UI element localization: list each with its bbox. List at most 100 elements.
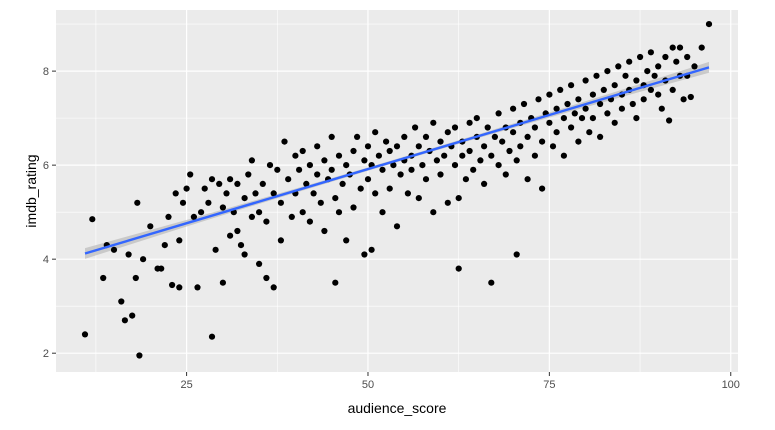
- data-point: [386, 147, 393, 155]
- data-point: [132, 274, 139, 282]
- data-point: [136, 352, 143, 359]
- data-point: [270, 284, 277, 291]
- data-point: [393, 143, 401, 150]
- data-point: [237, 242, 245, 249]
- x-axis-title: audience_score: [348, 400, 447, 416]
- data-point: [633, 115, 640, 122]
- data-point: [513, 251, 520, 258]
- data-point: [292, 152, 299, 159]
- data-point: [350, 147, 357, 155]
- data-point: [666, 117, 673, 124]
- data-point: [332, 195, 339, 202]
- data-point: [539, 185, 546, 192]
- data-point: [626, 58, 633, 65]
- data-point: [597, 133, 604, 140]
- data-point: [187, 171, 194, 178]
- data-point: [81, 331, 89, 338]
- data-point: [691, 63, 698, 70]
- data-point: [245, 171, 252, 178]
- data-point: [314, 171, 321, 178]
- data-point: [339, 180, 346, 187]
- data-point: [553, 129, 560, 136]
- data-point: [422, 176, 430, 183]
- data-point: [509, 105, 517, 112]
- data-point: [495, 110, 502, 117]
- data-point: [259, 180, 266, 187]
- x-tick-label: 75: [543, 379, 555, 391]
- data-point: [328, 133, 335, 140]
- data-point: [372, 190, 379, 197]
- data-point: [125, 251, 132, 258]
- data-point: [110, 246, 118, 253]
- data-point: [444, 199, 451, 206]
- data-point: [364, 143, 372, 150]
- data-point: [662, 53, 669, 61]
- data-point: [288, 213, 295, 220]
- x-axis-ticks: 25 50 75 100: [180, 372, 740, 391]
- data-point: [317, 199, 324, 206]
- data-point: [422, 133, 430, 140]
- data-point: [589, 91, 597, 98]
- data-point: [129, 312, 136, 319]
- data-point: [604, 68, 611, 75]
- minor-grid-lines: [56, 10, 738, 372]
- data-point: [597, 100, 604, 108]
- data-point: [299, 147, 306, 155]
- data-point: [158, 265, 165, 272]
- data-point: [669, 44, 676, 51]
- data-point: [571, 110, 578, 117]
- data-point: [462, 176, 469, 183]
- major-grid-lines: [56, 10, 738, 372]
- data-point: [285, 176, 292, 183]
- data-point: [604, 110, 611, 117]
- data-point: [161, 242, 168, 249]
- y-tick-label: 2: [43, 348, 49, 360]
- data-point: [673, 58, 680, 65]
- data-point: [488, 152, 495, 159]
- data-point: [321, 157, 328, 164]
- data-point: [375, 152, 382, 159]
- data-point: [622, 72, 629, 79]
- data-point: [227, 232, 234, 239]
- data-point: [263, 274, 270, 282]
- data-point: [219, 204, 226, 211]
- data-point: [640, 96, 647, 103]
- data-point: [560, 152, 568, 159]
- plot-panel: [56, 10, 738, 372]
- data-point: [546, 119, 553, 126]
- data-point: [560, 115, 568, 122]
- data-point: [234, 227, 241, 235]
- data-point: [499, 138, 506, 145]
- data-point: [379, 209, 386, 216]
- data-point: [165, 213, 172, 220]
- data-point: [611, 119, 618, 126]
- data-point: [455, 265, 462, 272]
- data-point: [379, 166, 386, 173]
- data-point: [473, 115, 480, 122]
- data-point: [470, 166, 477, 173]
- data-point: [100, 274, 107, 282]
- data-point: [629, 100, 636, 108]
- data-point: [350, 204, 357, 211]
- data-point: [219, 279, 226, 286]
- y-axis-ticks: 2 4 6 8: [43, 66, 56, 360]
- data-point: [270, 190, 277, 197]
- data-point: [121, 317, 128, 324]
- data-point: [488, 279, 495, 286]
- data-point: [600, 86, 607, 93]
- data-point: [248, 213, 255, 220]
- data-point: [321, 227, 328, 235]
- data-point: [176, 237, 183, 244]
- data-point: [637, 53, 644, 61]
- data-point: [517, 143, 524, 150]
- data-point: [535, 96, 542, 103]
- data-point: [361, 157, 368, 164]
- data-point: [134, 199, 141, 206]
- data-point: [390, 162, 397, 169]
- data-point: [386, 185, 393, 192]
- data-point: [256, 260, 263, 267]
- data-point: [248, 157, 255, 164]
- x-tick-label: 25: [180, 379, 192, 391]
- data-point: [306, 218, 313, 225]
